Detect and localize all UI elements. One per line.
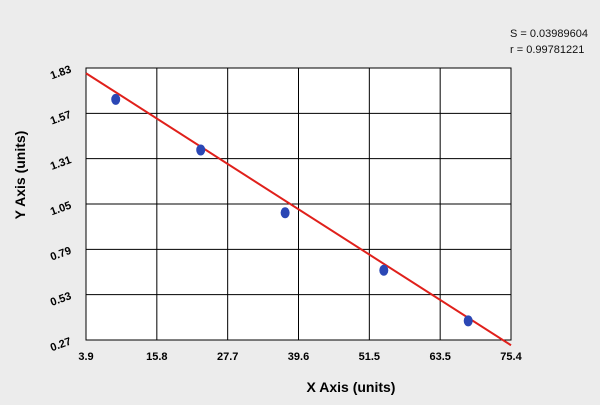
data-point (111, 93, 121, 105)
data-points (111, 93, 473, 327)
x-tick-label: 3.9 (78, 351, 93, 363)
grid-lines (86, 68, 511, 340)
x-tick-label: 15.8 (146, 351, 167, 363)
x-tick-label: 63.5 (429, 351, 450, 363)
fit-line (85, 72, 512, 347)
x-tick-label: 51.5 (359, 351, 380, 363)
x-tick-label: 27.7 (217, 351, 238, 363)
x-tick-label: 39.6 (288, 351, 309, 363)
data-point (379, 264, 389, 276)
x-tick-labels: 3.9 15.8 27.7 39.6 51.5 63.5 75.4 (78, 351, 522, 363)
s-statistic: S = 0.03989604 (510, 28, 588, 40)
data-point (196, 144, 206, 156)
r-statistic: r = 0.99781221 (510, 44, 585, 56)
y-axis-label: Y Axis (units) (12, 131, 28, 220)
fit-line-group (85, 72, 512, 347)
data-point (280, 207, 290, 219)
data-point (463, 315, 473, 327)
x-axis-label: X Axis (units) (307, 379, 396, 395)
x-tick-label: 75.4 (500, 351, 522, 363)
